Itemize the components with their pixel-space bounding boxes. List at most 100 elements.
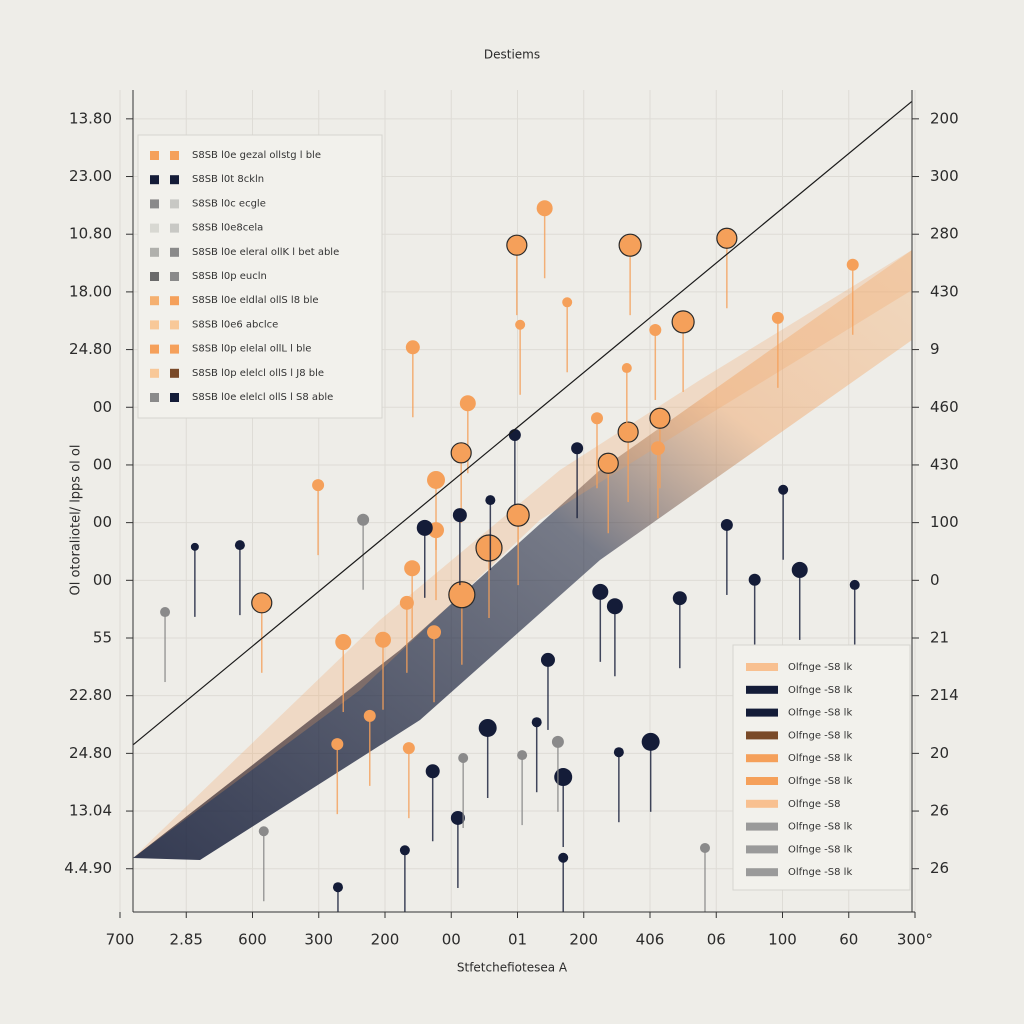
y-tick-label: 55 — [93, 629, 112, 647]
point — [778, 484, 789, 495]
y-tick-label: 23.00 — [69, 167, 112, 185]
legends: S8SB l0e gezal ollstg l ble S8SB l0t 8ckl… — [150, 150, 852, 878]
point — [508, 428, 521, 441]
legend-label: S8SB l0e8cela — [192, 223, 263, 234]
point — [536, 200, 553, 217]
legend-label: S8SB l0e gezal ollstg l ble — [192, 150, 321, 161]
point — [452, 508, 467, 523]
density-band-upper — [133, 250, 912, 858]
y-tick-label: 22.80 — [69, 686, 112, 704]
legend-swatch — [150, 199, 159, 209]
y-axis-label: Ol otoraliotel/ lpps ol ol — [69, 445, 84, 596]
legend-swatch — [170, 223, 179, 233]
point — [485, 495, 496, 506]
legend-label: S8SB l0c ecgle — [192, 198, 266, 209]
x-tick-label: 00 — [442, 931, 461, 949]
y-tick-label: 4.4.90 — [64, 859, 112, 877]
legend-label: Olfnge -S8 lk — [788, 867, 852, 878]
legend-swatch — [170, 247, 179, 257]
y2-tick-label: 214 — [930, 686, 959, 704]
y2-tick-label: 100 — [930, 513, 959, 531]
legend-label: Olfnge -S8 lk — [788, 662, 852, 673]
point — [613, 747, 624, 758]
point — [699, 842, 710, 853]
y2-tick-label: 21 — [930, 629, 949, 647]
point — [506, 234, 528, 256]
point — [332, 882, 343, 893]
point — [540, 652, 555, 667]
point — [399, 845, 410, 856]
reference-line — [132, 101, 913, 746]
point — [531, 717, 542, 728]
y2-tick-label: 26 — [930, 802, 949, 820]
legend-label: Olfnge -S8 lk — [788, 776, 852, 787]
x-tick-label: 01 — [508, 931, 527, 949]
point — [515, 319, 526, 330]
point — [450, 810, 465, 825]
point — [405, 340, 420, 355]
point — [617, 421, 639, 443]
point — [506, 503, 530, 527]
point — [251, 592, 273, 614]
point — [190, 542, 199, 551]
point — [363, 709, 376, 722]
legend-label: S8SB l0p elelcl ollS l J8 ble — [192, 368, 324, 379]
legend-swatch — [150, 344, 159, 354]
y-tick-label: 18.00 — [69, 282, 112, 300]
y2-tick-label: 300 — [930, 167, 959, 185]
legend-swatch — [746, 754, 778, 763]
y2-tick-label: 20 — [930, 744, 949, 762]
y-tick-label: 24.80 — [69, 340, 112, 358]
legend-label: Olfnge -S8 lk — [788, 685, 852, 696]
legend-swatch — [746, 868, 778, 877]
point — [312, 479, 325, 492]
x-axis-label: Stfetchefiotesea A — [457, 961, 568, 975]
y-tick-label: 24.80 — [69, 744, 112, 762]
legend-swatch — [150, 151, 159, 160]
x-tick-label: 2.85 — [170, 931, 203, 949]
point — [234, 540, 245, 551]
legend-label: S8SB l0e6 abclce — [192, 319, 278, 330]
point — [606, 598, 623, 615]
x-tick-label: 300° — [897, 931, 933, 949]
legend-swatch — [150, 320, 159, 330]
point — [771, 311, 784, 324]
y2-tick-label: 430 — [930, 282, 959, 300]
y-tick-label: 00 — [93, 398, 112, 416]
legend-swatch — [746, 799, 778, 808]
legend-swatch — [150, 393, 159, 402]
point — [416, 519, 433, 536]
x-tick-label: 06 — [707, 931, 726, 949]
y2-tick-label: 26 — [930, 859, 949, 877]
y2-tick-label: 430 — [930, 455, 959, 473]
legend-swatch — [170, 320, 179, 330]
point — [618, 233, 642, 257]
point — [399, 595, 414, 610]
point — [450, 442, 472, 464]
point — [592, 583, 609, 600]
x-tick-label: 200 — [569, 931, 598, 949]
point — [258, 826, 269, 837]
density-band — [133, 250, 912, 860]
x-tick-label: 200 — [371, 931, 400, 949]
point — [478, 718, 497, 737]
point — [331, 738, 344, 751]
point — [375, 631, 392, 648]
y-tick-label: 00 — [93, 571, 112, 589]
point — [671, 310, 695, 334]
y2-tick-label: 9 — [930, 340, 940, 358]
legend-swatch — [150, 175, 159, 185]
point — [621, 363, 632, 374]
y-tick-label: 13.80 — [69, 109, 112, 127]
x-tick-label: 100 — [768, 931, 797, 949]
legend-swatch — [150, 368, 159, 378]
legend-label: Olfnge -S8 lk — [788, 844, 852, 855]
y-tick-label: 00 — [93, 513, 112, 531]
legend-swatch — [150, 272, 159, 281]
point — [517, 750, 528, 761]
point — [672, 591, 687, 606]
legend-swatch — [170, 344, 179, 354]
legend-label: S8SB l0e eleral ollK l bet able — [192, 247, 339, 258]
legend-swatch — [746, 845, 778, 854]
legend-swatch — [170, 272, 179, 281]
